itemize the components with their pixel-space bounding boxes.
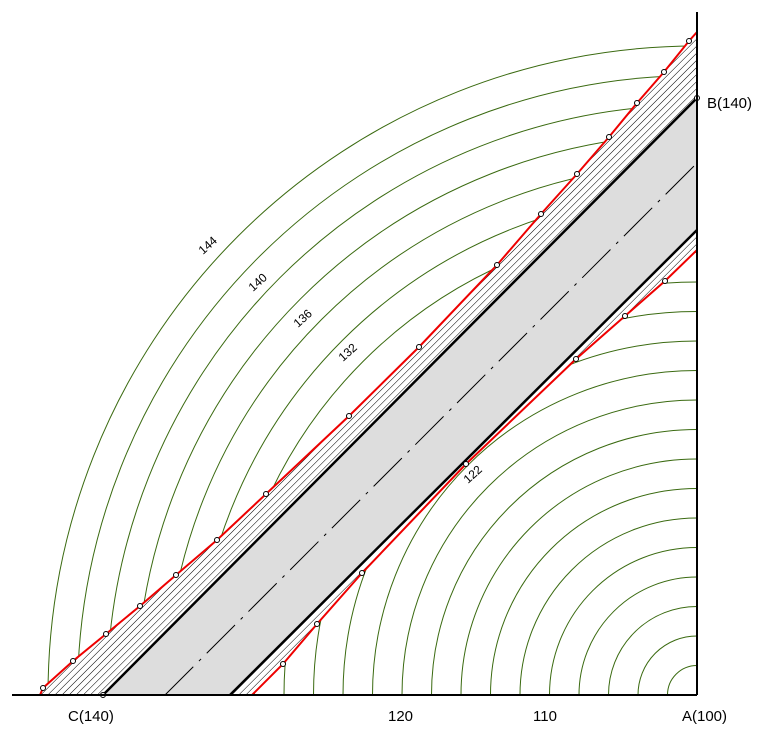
survey-point	[661, 69, 667, 75]
survey-points	[40, 38, 700, 698]
survey-point	[538, 211, 544, 217]
survey-point	[103, 631, 109, 637]
survey-point	[280, 661, 286, 667]
contour-arc	[490, 488, 697, 695]
survey-point	[634, 100, 640, 106]
contour-arc	[578, 576, 697, 695]
axis-label: 110	[533, 708, 557, 725]
contour-label: 140	[246, 270, 270, 294]
axis-label: 120	[388, 708, 413, 725]
survey-point	[137, 603, 143, 609]
survey-point	[573, 356, 579, 362]
contour-arc	[77, 75, 697, 695]
contour-arc	[667, 665, 697, 695]
survey-point	[622, 313, 628, 319]
survey-point	[574, 171, 580, 177]
survey-point	[463, 461, 469, 467]
point-label: C(140)	[68, 708, 114, 725]
survey-point	[214, 537, 220, 543]
contour-arc	[401, 399, 697, 695]
survey-point	[263, 491, 269, 497]
survey-point	[662, 278, 668, 284]
point-label: A(100)	[682, 708, 727, 725]
survey-point	[606, 134, 612, 140]
upper-boundary	[39, 31, 697, 695]
contour-arc	[460, 458, 697, 695]
point-label: B(140)	[707, 95, 752, 112]
survey-point	[346, 413, 352, 419]
survey-point	[416, 344, 422, 350]
contour-label: 136	[291, 306, 315, 330]
contour-arc	[637, 635, 697, 695]
contour-arcs	[47, 45, 697, 695]
contour-arc	[106, 104, 697, 695]
contour-arc	[608, 606, 697, 695]
centre-line	[164, 162, 697, 695]
contour-arc	[136, 134, 697, 695]
survey-point	[686, 38, 692, 44]
survey-point	[314, 621, 320, 627]
contour-arc	[549, 547, 697, 695]
survey-point	[70, 658, 76, 664]
survey-point	[40, 685, 46, 691]
contour-arc	[47, 45, 697, 695]
survey-point	[494, 262, 500, 268]
survey-point	[359, 570, 365, 576]
contour-arc	[431, 429, 697, 695]
contour-arc	[519, 517, 697, 695]
survey-point	[173, 572, 179, 578]
edge-line	[102, 97, 697, 695]
contour-label: 144	[196, 233, 220, 257]
